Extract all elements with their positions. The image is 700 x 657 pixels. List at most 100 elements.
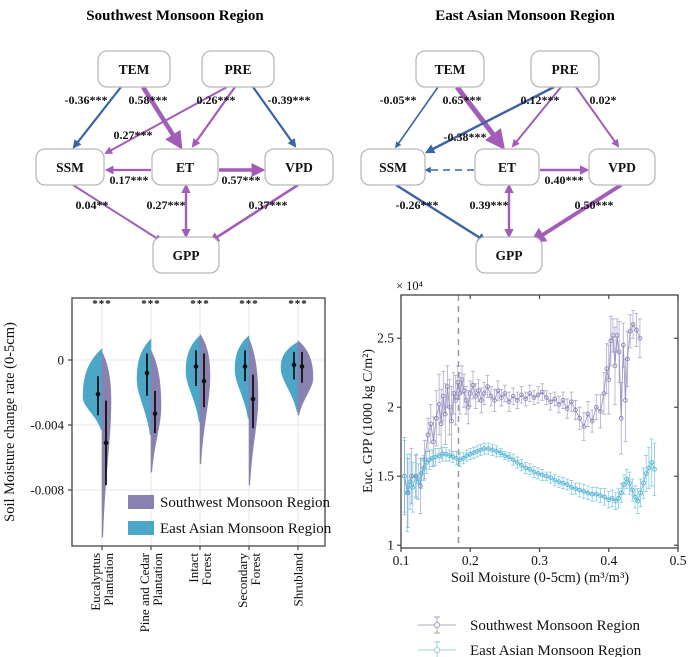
y-tick-label: 1 [387, 538, 394, 553]
sem-node-box-VPD [264, 148, 334, 186]
sem-node-box-TEM [415, 50, 485, 88]
scatter-legend-label: Southwest Monsoon Region [470, 618, 641, 634]
sem-edge-coeff-PRE-SSM: -0.38*** [444, 130, 487, 144]
data-point-marker [404, 490, 410, 496]
data-point-marker [552, 478, 558, 483]
plot-box [71, 297, 326, 547]
data-point-marker [544, 395, 549, 400]
data-point-marker [418, 471, 424, 476]
sem-node-box-GPP [475, 236, 543, 274]
data-point-marker [449, 418, 454, 424]
data-point-marker [415, 479, 421, 485]
sem-node-box-GPP [152, 236, 220, 274]
sem-edge-coeff-PRE-SSM: 0.27*** [114, 128, 153, 142]
data-point-marker [564, 482, 570, 487]
sem-node-box-TEM [97, 50, 171, 88]
data-point-marker [614, 333, 620, 338]
data-point-marker [488, 393, 494, 399]
x-tick-label: 0.3 [531, 553, 548, 568]
data-point-marker [485, 446, 491, 451]
data-point-marker [643, 471, 649, 476]
sem-edge-SSM-GPP [395, 183, 488, 243]
data-point-marker [629, 487, 635, 493]
data-point-marker [492, 397, 497, 403]
data-point-marker [606, 377, 612, 382]
sem-edge-VPD-GPP [529, 183, 623, 244]
data-point-marker [455, 380, 461, 385]
x-cat-label: EucalyptusPlantation [88, 553, 116, 611]
x-cat-label: IntactForest [186, 553, 214, 586]
violin-east-intact-forest [185, 335, 201, 422]
mean-dot-east-intact-forest [193, 364, 199, 369]
data-point-marker [581, 489, 587, 494]
data-point-marker [428, 421, 434, 427]
scatter-x-axis-label: Soil Moisture (0-5cm) (m³/m³) [451, 570, 629, 586]
data-point-marker [519, 462, 524, 468]
data-point-marker [630, 322, 636, 327]
data-point-marker [602, 494, 607, 500]
data-point-marker [573, 407, 578, 413]
sig-stars-pine-and-cedar-plantation: *** [141, 298, 161, 310]
data-point-marker [649, 460, 655, 465]
data-point-marker [436, 402, 442, 407]
data-point-marker [612, 363, 618, 369]
data-point-marker [544, 473, 549, 479]
y-tick-label: 0 [58, 353, 65, 368]
mean-dot-east-eucalyptus-plantation [95, 391, 101, 397]
x-cat-label: Pine and CedarPlantation [137, 552, 165, 632]
data-point-marker [609, 495, 615, 501]
data-point-marker [502, 391, 508, 396]
sem-node-label-PRE: PRE [225, 62, 252, 77]
mean-dot-west-pine-and-cedar-plantation [152, 411, 158, 416]
data-point-marker [506, 454, 512, 460]
data-point-marker [514, 460, 520, 465]
data-point-marker [453, 397, 459, 403]
legend-swatch-east-asian [128, 521, 154, 535]
data-point-marker [470, 382, 476, 388]
sem-edge-coeff-ET-SSM: 0.17*** [110, 173, 149, 187]
mean-dot-east-pine-and-cedar-plantation [144, 370, 150, 376]
sem-node-box-SSM [360, 148, 426, 186]
data-point-marker [560, 397, 566, 403]
data-point-marker [481, 391, 487, 396]
sem-edge-coeff-PRE-ET: 0.26*** [197, 93, 236, 107]
violin-west-shrubland [297, 339, 314, 416]
data-point-marker [527, 466, 533, 472]
data-point-marker [425, 432, 431, 438]
mean-dot-west-secondary-forest [250, 396, 256, 402]
data-point-marker [577, 487, 583, 493]
sig-stars-shrubland: *** [288, 298, 308, 310]
data-point-marker [613, 498, 619, 504]
data-point-marker [510, 393, 516, 399]
data-point-marker [539, 389, 545, 395]
data-point-marker [593, 491, 599, 497]
sem-edge-coeff-ET-VPD: 0.57*** [222, 173, 261, 187]
sem-node-box-PRE [201, 50, 275, 88]
panel-sem-east-asian: East Asian Monsoon Region TEM PRE SSM ET VPD… [350, 0, 700, 280]
data-point-marker [569, 484, 574, 490]
sem-node-box-SSM [35, 148, 105, 186]
data-point-marker [535, 471, 541, 476]
data-point-marker [523, 396, 528, 402]
sem-edge-coeff-ET-GPP: 0.27*** [147, 198, 186, 212]
sem-node-label-SSM: SSM [379, 160, 407, 175]
legend-label-southwest: Southwest Monsoon Region [160, 495, 331, 511]
data-point-marker [459, 377, 465, 382]
panel-sem-southwest: Southwest Monsoon Region TEM PRE SSM ET VPD G… [0, 0, 350, 280]
data-point-marker [535, 392, 541, 398]
sig-stars-intact-forest: *** [190, 298, 210, 310]
mean-dot-west-intact-forest [201, 378, 207, 384]
y-tick-label: 1.5 [377, 469, 394, 484]
data-point-marker [577, 415, 583, 421]
data-point-marker [457, 391, 463, 396]
data-point-marker [604, 366, 610, 371]
data-point-marker [494, 449, 499, 454]
data-point-marker [585, 490, 591, 496]
data-point-marker [593, 404, 599, 410]
sem-edge-PRE-SSM [104, 86, 228, 154]
sem-diagram-southwest: TEM PRE SSM ET VPD GPP -0.36*** 0.58*** 0.27*** 0… [35, 50, 334, 274]
sem-node-label-VPD: VPD [285, 160, 313, 175]
sem-edge-coeff-SSM-GPP: -0.26*** [396, 198, 439, 212]
x-cat-label: SecondaryForest [235, 553, 263, 608]
